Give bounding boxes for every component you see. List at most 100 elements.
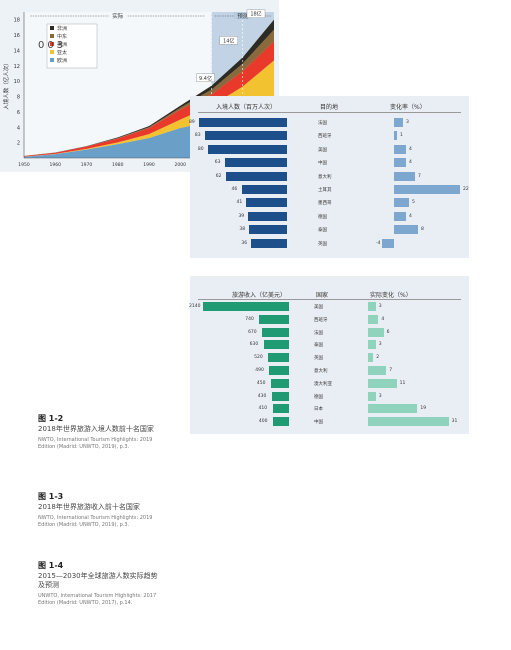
receipts-chart: 旅游收入（亿美元） 国家 实际变化（%） 2140 美国 3 740 西班牙 4 670 法国…	[189, 276, 469, 434]
arrivals-change-label: 4	[409, 146, 412, 152]
annotation-label: 9.4亿	[199, 75, 212, 82]
arrivals-change-bar	[394, 118, 403, 127]
arrivals-country-label: 墨西哥	[318, 201, 332, 207]
legend-swatch	[50, 42, 54, 46]
arrivals-country-label: 德国	[318, 214, 327, 220]
legend-swatch	[50, 26, 54, 30]
receipts-bar	[259, 314, 289, 324]
receipts-value-label: 400	[258, 419, 268, 425]
caption-source: NWTO, International Tourism Highlights: …	[38, 437, 153, 450]
arrivals-value-label: 80	[197, 146, 204, 152]
legend-label: 美洲	[57, 41, 67, 48]
arrivals-header-rule	[198, 112, 461, 113]
receipts-change-bar	[368, 314, 379, 324]
y-tick-label: 16	[14, 33, 20, 39]
legend-swatch	[50, 50, 54, 54]
arrivals-change-label: 4	[409, 213, 412, 219]
receipts-value-label: 630	[249, 342, 259, 348]
receipts-change-bar	[368, 417, 449, 427]
receipts-country-label: 德国	[314, 394, 323, 400]
receipts-country-label: 泰国	[314, 343, 323, 349]
arrivals-change-bar	[394, 185, 460, 194]
receipts-change-bar	[368, 391, 376, 401]
caption-text: 2015—2030年全球旅游人数实际趋势及预测	[38, 572, 158, 589]
y-tick-label: 12	[14, 64, 20, 70]
period-label-actual: 实际	[112, 12, 124, 20]
arrivals-bar	[199, 118, 287, 127]
arrivals-change-label: 3	[406, 120, 409, 125]
receipts-country-label: 日本	[314, 407, 323, 413]
receipts-bar	[269, 366, 289, 375]
receipts-value-label: 2140	[189, 304, 201, 309]
arrivals-country-label: 泰国	[318, 228, 327, 234]
arrivals-change-label: 7	[418, 173, 421, 179]
receipts-header-rule	[198, 299, 461, 300]
arrivals-bar	[246, 198, 287, 208]
arrivals-change-label: 22	[463, 187, 469, 192]
y-tick-label: 14	[14, 48, 20, 54]
arrivals-country-label: 意大利	[318, 174, 332, 180]
receipts-country-label: 美国	[314, 305, 323, 310]
caption-title: 图 1-4	[38, 561, 64, 570]
arrivals-bar	[248, 211, 287, 221]
receipts-bar	[272, 417, 289, 427]
area-series-3	[24, 41, 274, 157]
annotation-box	[196, 73, 215, 82]
period-label-bg	[233, 12, 252, 19]
legend-label: 非洲	[57, 25, 67, 32]
receipts-bar	[262, 327, 289, 337]
arrivals-change-bar	[394, 225, 418, 235]
legend-label: 欧洲	[57, 57, 67, 64]
receipts-change-label: 6	[386, 329, 390, 335]
caption-text: 2018年世界旅游收入前十名国家	[38, 503, 140, 511]
receipts-change-label: 3	[378, 393, 382, 399]
x-tick-label: 1950	[18, 162, 30, 168]
receipts-header-change: 实际变化（%）	[370, 292, 412, 299]
receipts-country-label: 法国	[314, 330, 323, 336]
period-label-forecast: 预测	[237, 12, 249, 20]
annotation-label: 14亿	[223, 37, 234, 44]
receipts-change-label: 3	[378, 342, 382, 348]
receipts-change-bar	[368, 302, 376, 311]
receipts-bar	[263, 340, 289, 350]
x-tick-label: 1970	[81, 162, 93, 168]
receipts-header-country: 国家	[316, 292, 329, 299]
arrivals-change-bar	[394, 198, 409, 208]
tourism-trend-chart: 2468101214161819501960197019801990200020…	[0, 0, 280, 172]
y-tick-label: 8	[17, 95, 20, 101]
receipts-bar	[272, 404, 289, 414]
receipts-value-label: 740	[245, 316, 254, 322]
y-tick-label: 10	[14, 79, 20, 85]
receipts-change-bar	[368, 327, 384, 337]
arrivals-value-label: 83	[194, 133, 201, 139]
x-tick-label: 1990	[143, 162, 155, 168]
receipts-change-label: 3	[378, 304, 382, 309]
arrivals-chart: 入境人数（百万人次） 目的地 变化率（%） 89 法国 3 83 西班牙 1 80 美国 4 63…	[189, 96, 469, 258]
arrivals-change-label: 4	[409, 160, 412, 166]
arrivals-header-change: 变化率（%）	[390, 104, 426, 111]
legend-label: 亚太	[57, 49, 67, 56]
arrivals-change-bar	[394, 171, 415, 181]
arrivals-bar	[225, 171, 287, 181]
receipts-change-label: 4	[381, 316, 385, 322]
legend-label: 中东	[57, 33, 67, 40]
x-tick-label: 1960	[50, 162, 62, 168]
arrivals-header-destination: 目的地	[320, 104, 339, 111]
caption-fig-1-3: 图 1-3 2018年世界旅游收入前十名国家 NWTO, Internation…	[38, 491, 158, 529]
caption-title: 图 1-2	[38, 414, 64, 423]
period-label-bg	[108, 12, 127, 19]
receipts-country-label: 意大利	[314, 369, 328, 374]
arrivals-change-bar	[394, 158, 406, 168]
arrivals-change-bar	[394, 131, 397, 141]
annotation-box	[219, 36, 238, 45]
y-tick-label: 6	[17, 110, 20, 116]
receipts-bar	[268, 353, 289, 363]
receipts-value-label: 670	[248, 329, 257, 335]
receipts-header-income: 旅游收入（亿美元）	[232, 292, 287, 299]
receipts-change-bar	[368, 378, 397, 388]
legend-swatch	[50, 34, 54, 38]
annotation-box	[246, 9, 266, 18]
receipts-change-bar	[368, 340, 376, 350]
arrivals-value-label: 41	[236, 200, 243, 206]
receipts-country-label: 澳大利亚	[314, 381, 332, 387]
